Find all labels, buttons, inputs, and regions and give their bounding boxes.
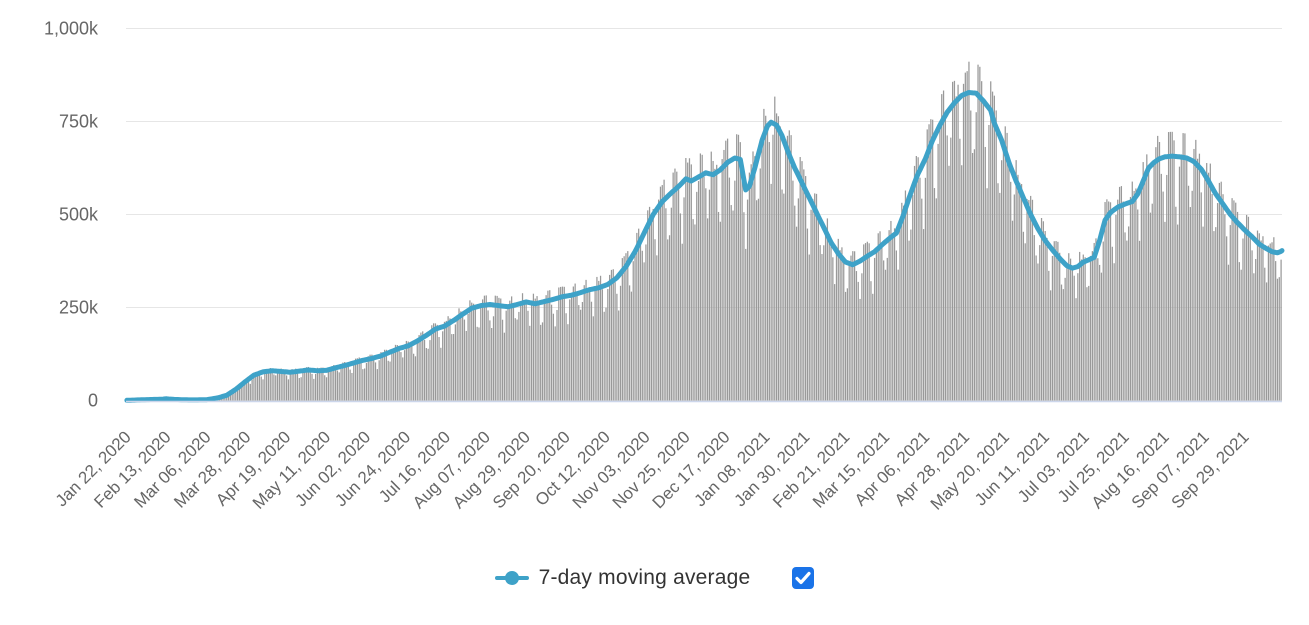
- check-icon: [795, 571, 811, 585]
- series-line-marker-icon: [494, 570, 529, 586]
- svg-text:500k: 500k: [59, 205, 99, 225]
- legend-label: 7-day moving average: [538, 566, 751, 589]
- svg-text:0: 0: [88, 391, 98, 411]
- legend-checkbox[interactable]: [792, 567, 815, 589]
- svg-text:250k: 250k: [59, 298, 99, 318]
- legend-marker-dot: [504, 571, 519, 585]
- legend: 7-day moving average: [0, 566, 1309, 590]
- svg-text:1,000k: 1,000k: [44, 19, 99, 39]
- legend-item-moving-average[interactable]: 7-day moving average: [494, 566, 751, 590]
- moving-average-line: [124, 90, 1285, 403]
- daily-bars: [126, 61, 1282, 401]
- y-axis-labels: 0 250k 500k 750k 1,000k: [44, 19, 99, 411]
- svg-text:750k: 750k: [59, 112, 99, 132]
